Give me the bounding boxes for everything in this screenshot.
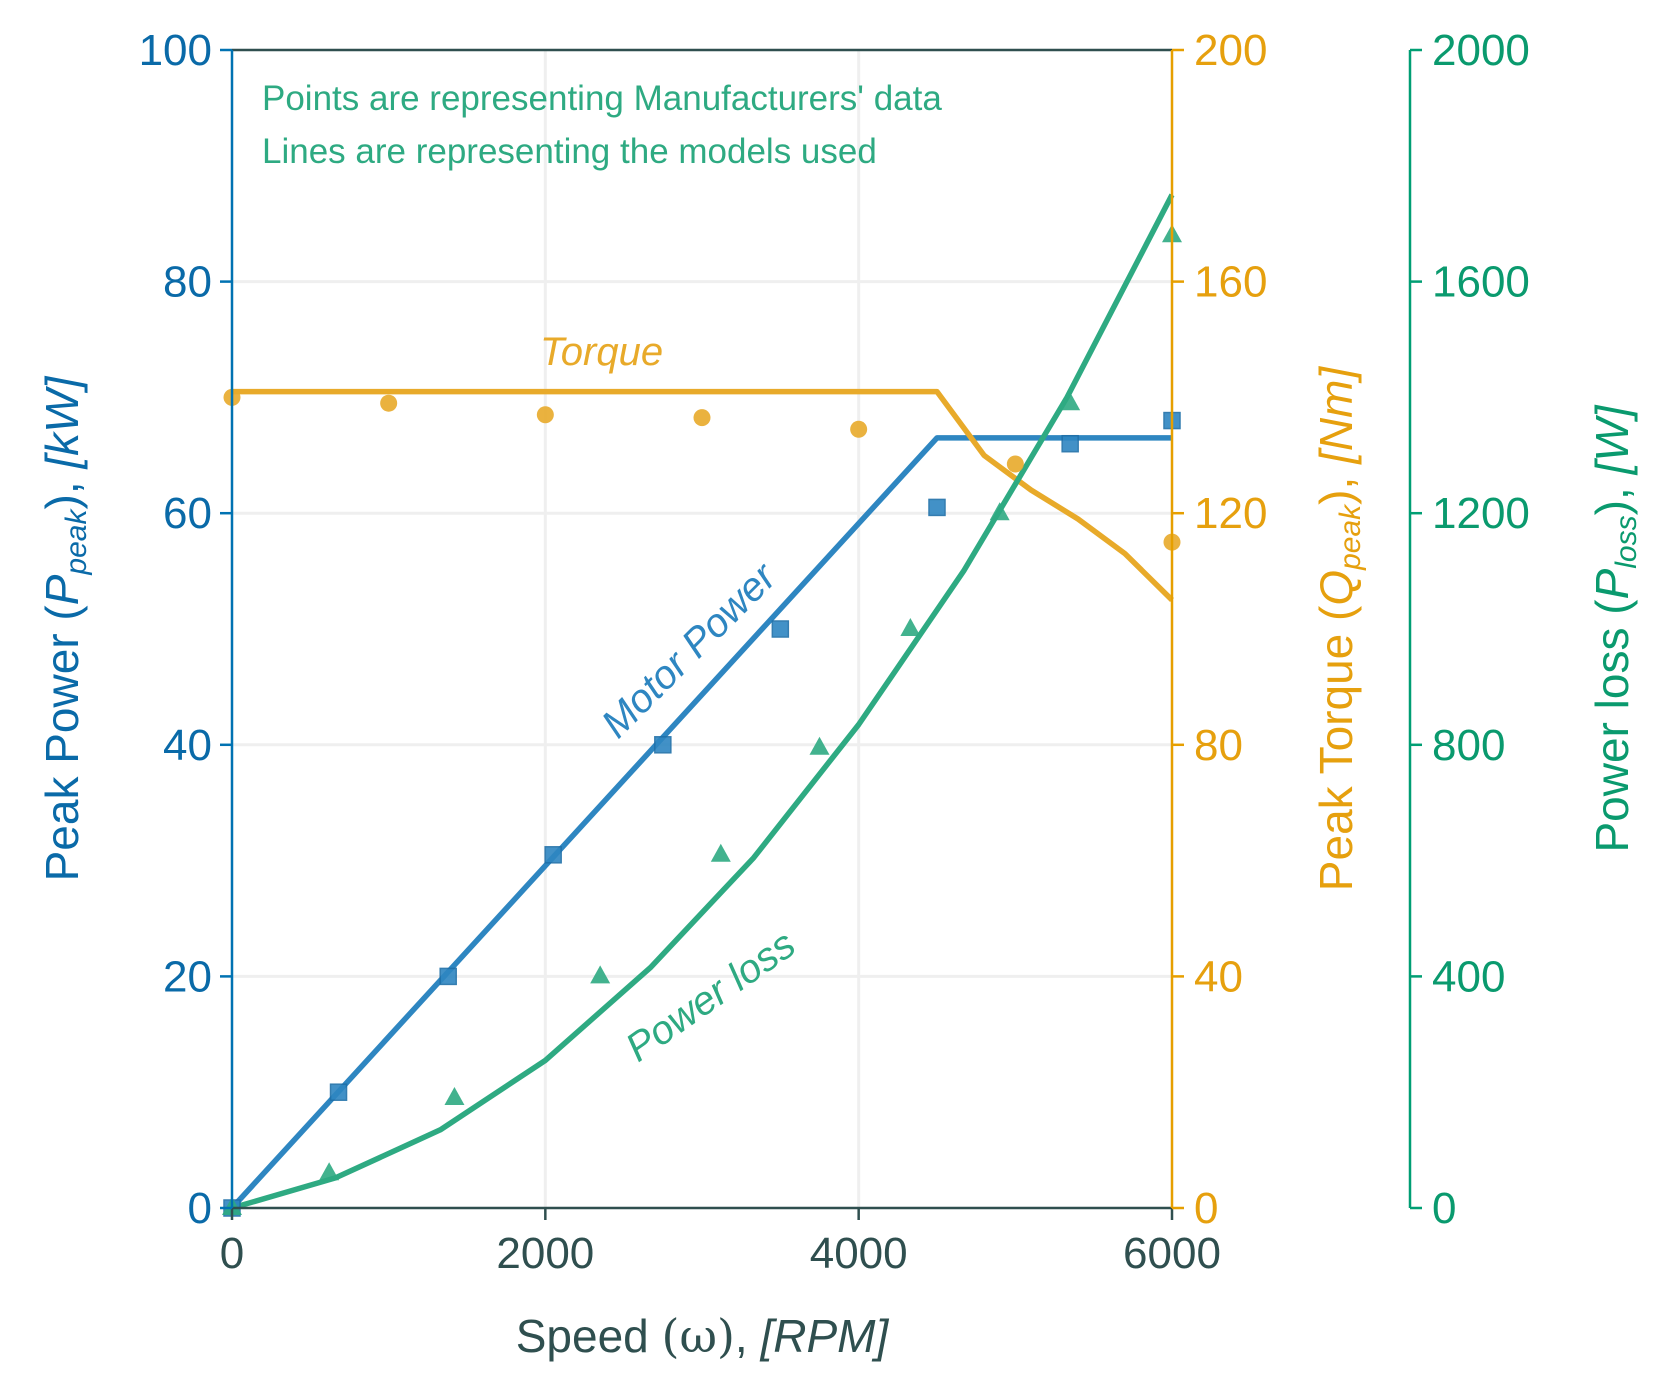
x-tick-label: 0 <box>220 1229 244 1278</box>
point-torque <box>536 406 554 424</box>
x-tick-label: 2000 <box>496 1229 594 1278</box>
torque-tick-label: 160 <box>1194 258 1267 307</box>
point-motor-power <box>928 498 946 517</box>
point-power-loss <box>590 965 611 984</box>
torque-tick-label: 80 <box>1194 721 1243 770</box>
point-power-loss <box>710 843 731 862</box>
model-lines <box>229 193 1175 1211</box>
torque-tick-label: 120 <box>1194 489 1267 538</box>
point-power-loss <box>900 618 921 636</box>
point-motor-power <box>771 620 790 638</box>
point-motor-power <box>1061 434 1079 453</box>
loss-tick-label: 1600 <box>1432 258 1530 307</box>
point-motor-power <box>654 736 672 754</box>
power-tick-label: 80 <box>163 258 212 307</box>
loss-tick-label: 400 <box>1432 952 1505 1001</box>
loss-tick-label: 800 <box>1432 721 1505 770</box>
point-motor-power <box>544 846 562 864</box>
loss-tick-label: 1200 <box>1432 489 1530 538</box>
labels: Points are representing Manufacturers' d… <box>262 79 942 1070</box>
torque-tick-label: 40 <box>1194 952 1243 1001</box>
power-tick-label: 20 <box>163 952 212 1001</box>
power-tick-label: 60 <box>163 489 212 538</box>
model-line-motor-power <box>229 435 1172 1210</box>
torque-axis-title: Peak Torque (Qpeak), [Nm] <box>1310 366 1367 892</box>
series-label-torque: Torque <box>540 330 663 374</box>
point-power-loss <box>809 736 830 755</box>
point-power-loss <box>1060 392 1081 411</box>
point-torque <box>1006 455 1024 473</box>
axes: 0 2000 4000 6000020406080100040801201602000… <box>36 26 1643 1363</box>
model-line-torque <box>232 388 1174 602</box>
x-tick-label: 4000 <box>810 1229 908 1278</box>
x-tick-label: 6000 <box>1123 1229 1221 1278</box>
power-tick-label: 0 <box>188 1184 212 1233</box>
annotation-line-1: Points are representing Manufacturers' d… <box>262 79 942 118</box>
series-label-power-loss: Power loss <box>618 922 803 1070</box>
power-axis-title: Peak Power (Ppeak), [kW] <box>36 375 93 881</box>
annotation-line-2: Lines are representing the models used <box>262 132 877 171</box>
point-power-loss <box>444 1086 465 1105</box>
point-power-loss <box>989 502 1010 521</box>
point-torque <box>850 420 868 438</box>
point-motor-power <box>439 967 457 986</box>
series-label-motor-power: Motor Power <box>593 554 786 747</box>
point-torque <box>380 394 398 412</box>
loss-tick-label: 0 <box>1432 1184 1456 1233</box>
loss-axis-title: Power loss (Ploss), [W] <box>1586 404 1643 852</box>
loss-tick-label: 2000 <box>1432 26 1530 75</box>
torque-tick-label: 0 <box>1194 1184 1218 1233</box>
point-motor-power <box>329 1083 348 1101</box>
power-tick-label: 100 <box>139 26 212 75</box>
x-axis-title: Speed (ω), [RPM] <box>516 1309 890 1363</box>
point-torque <box>693 409 711 427</box>
model-line-power-loss <box>231 193 1175 1211</box>
torque-tick-label: 200 <box>1194 26 1267 75</box>
data-markers <box>222 224 1182 1217</box>
power-tick-label: 40 <box>163 721 212 770</box>
grid-layer <box>232 50 1172 1208</box>
point-power-loss <box>319 1162 340 1181</box>
